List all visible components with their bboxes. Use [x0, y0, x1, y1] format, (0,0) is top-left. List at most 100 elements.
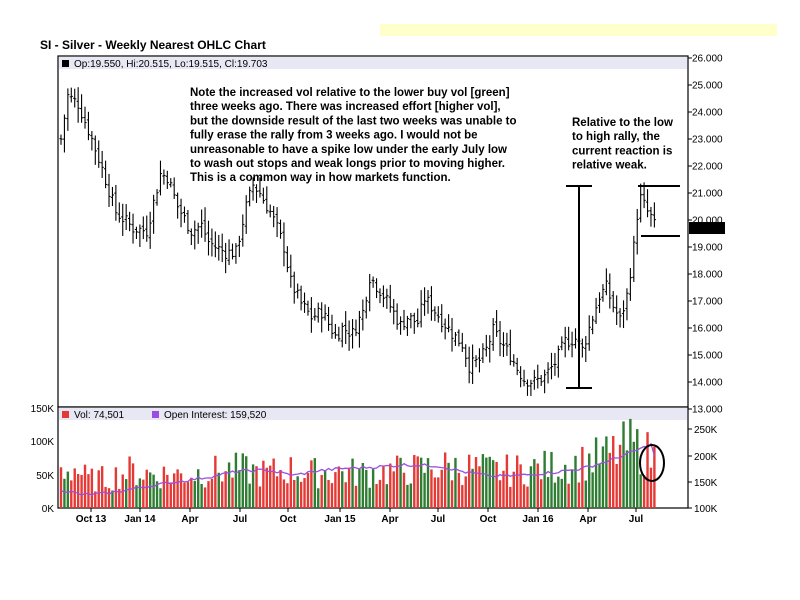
volume-bar — [310, 460, 313, 508]
main-note-line: This is a common way in how markets func… — [190, 172, 451, 184]
volume-bar — [59, 467, 63, 508]
ohlc-bar — [621, 300, 626, 329]
ohlc-bar — [100, 150, 104, 178]
ohlc-bar — [652, 202, 656, 228]
volume-bar — [605, 436, 608, 508]
ohlc-bar — [237, 235, 241, 258]
volume-bar — [145, 469, 148, 508]
x-tick-label: Jan 16 — [522, 514, 554, 525]
volume-bar — [416, 456, 419, 508]
ohlc-bar — [374, 278, 379, 299]
volume-bar — [601, 446, 605, 508]
ohlc-bar — [429, 286, 434, 321]
ohlc-bar — [556, 345, 560, 378]
price-tick-label: 22.000 — [692, 162, 723, 173]
volume-bar — [203, 487, 207, 508]
volume-bar — [282, 479, 286, 508]
volume-bar — [227, 462, 231, 508]
volume-bar — [124, 479, 128, 508]
ohlc-bar — [549, 352, 554, 380]
volume-bar — [649, 467, 653, 508]
ohlc-bar — [285, 246, 289, 273]
ohlc-bar — [189, 228, 193, 246]
ohlc-bar — [73, 88, 77, 108]
price-tick-label: 26.000 — [692, 54, 723, 65]
rally-range-marker — [566, 185, 592, 389]
ohlc-bar — [296, 283, 300, 299]
volume-bar — [574, 455, 577, 508]
volume-bar — [279, 469, 282, 508]
ohlc-bar — [76, 87, 80, 123]
volume-bar — [533, 459, 536, 508]
volume-bar — [269, 465, 272, 508]
volume-bar — [378, 479, 382, 508]
ohlc-bar — [196, 222, 200, 244]
main-note: Note the increased vol relative to the l… — [190, 87, 517, 184]
ohlc-bar — [608, 273, 612, 309]
volume-bar — [584, 480, 587, 508]
volume-bar — [519, 464, 522, 508]
volume-bar — [251, 464, 255, 508]
volume-bar — [135, 485, 138, 508]
volume-bar — [389, 463, 392, 508]
ohlc-bar — [474, 355, 478, 368]
volume-bar — [406, 484, 409, 508]
ohlc-bar — [529, 379, 533, 396]
ohlc-bar — [114, 184, 118, 221]
ohlc-bar — [117, 202, 121, 223]
ohlc-bar — [422, 287, 427, 316]
ohlc-bar — [563, 326, 567, 358]
volume-bar — [238, 470, 241, 508]
volume-bar — [107, 488, 111, 508]
volume-bar — [159, 488, 162, 508]
volume-bar — [354, 485, 358, 508]
ohlc-bar — [59, 134, 63, 145]
volume-bar — [138, 478, 142, 508]
ohlc-bar — [261, 187, 265, 204]
ohlc-bar — [292, 271, 296, 304]
volume-bar — [76, 473, 80, 508]
ohlc-bar — [553, 352, 557, 376]
ohlc-bar — [388, 284, 392, 313]
chart-title: SI - Silver - Weekly Nearest OHLC Chart — [40, 38, 266, 52]
ohlc-bar — [409, 312, 413, 329]
ohlc-bar — [124, 204, 128, 231]
x-tick-label: Jul — [629, 514, 644, 525]
volume-bar — [509, 486, 512, 508]
ohlc-bar — [230, 243, 235, 260]
ohlc-bar — [532, 369, 536, 390]
ohlc-bar — [172, 177, 176, 199]
ohlc-bar — [573, 328, 578, 349]
volume-bar — [70, 480, 73, 508]
right-note-line: to high rally, the — [572, 131, 660, 143]
volume-bar — [368, 487, 371, 508]
ohlc-bar — [265, 186, 269, 214]
ohlc-bar — [539, 374, 543, 387]
oi-legend-marker — [152, 411, 159, 418]
volume-bar — [474, 457, 478, 508]
x-tick-label: Apr — [579, 514, 596, 525]
volume-bar — [179, 473, 183, 508]
volume-bar — [245, 456, 248, 508]
ohlc-bar — [275, 207, 279, 238]
volume-bar — [341, 471, 344, 508]
vol-legend: Vol: 74,501 — [74, 410, 124, 421]
ohlc-bar — [234, 243, 238, 264]
volume-bar — [289, 457, 293, 508]
volume-bar — [131, 463, 135, 508]
volume-bar — [265, 467, 268, 508]
volume-bar — [491, 460, 495, 508]
ohlc-bar — [333, 323, 337, 339]
volume-bar — [392, 471, 395, 508]
volume-bar — [653, 446, 656, 508]
ohlc-bar — [508, 329, 512, 366]
ohlc-bar — [62, 114, 67, 153]
ohlc-bar — [591, 315, 595, 335]
oi-tick-label: 200K — [694, 452, 718, 463]
volume-bar — [526, 486, 529, 508]
ohlc-bar — [491, 318, 495, 351]
volume-bar — [646, 432, 649, 508]
volume-bar — [327, 479, 330, 508]
volume-bar — [73, 468, 76, 508]
